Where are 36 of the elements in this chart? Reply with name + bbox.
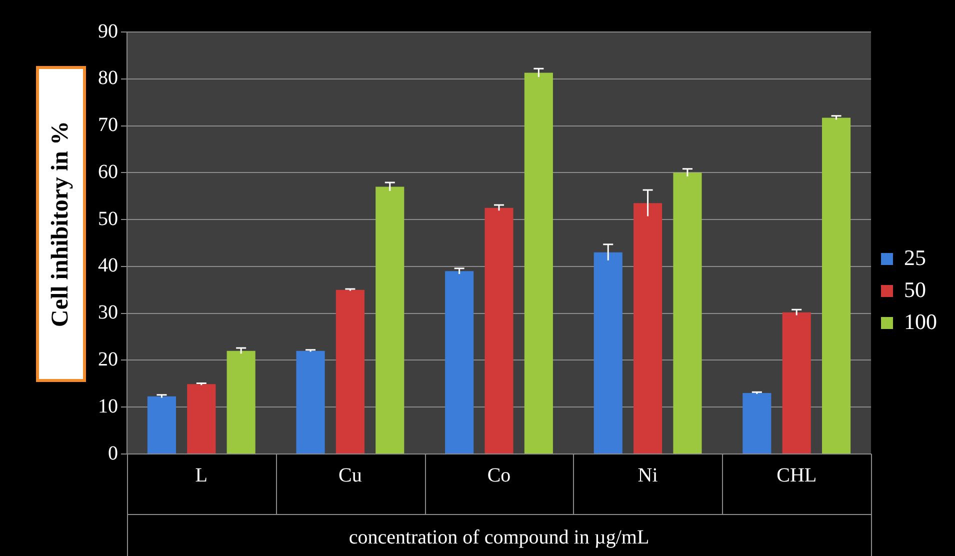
x-tick-label: CHL	[776, 464, 817, 486]
x-axis-title: concentration of compound in µg/mL	[348, 526, 650, 548]
y-tick-label: 90	[98, 20, 118, 42]
y-tick-label: 70	[98, 114, 118, 136]
x-tick-label: Co	[487, 464, 511, 486]
legend-label: 50	[904, 276, 926, 302]
bar	[296, 350, 325, 454]
x-tick-label: Ni	[638, 464, 658, 486]
y-axis-title: Cell inhibitory in %	[48, 120, 74, 328]
bar	[594, 252, 622, 454]
bar	[822, 118, 851, 454]
bar	[524, 72, 553, 454]
x-tick-label: L	[195, 464, 208, 486]
bar	[336, 290, 364, 454]
bar	[376, 186, 404, 454]
bar	[147, 396, 176, 454]
legend-label: 25	[904, 244, 926, 270]
y-tick-label: 30	[98, 302, 118, 324]
legend-label: 100	[904, 308, 937, 334]
bar	[782, 312, 811, 454]
y-tick-label: 80	[98, 67, 118, 90]
bar	[226, 350, 256, 454]
bar	[484, 208, 514, 454]
y-tick-label: 40	[98, 254, 118, 277]
y-tick-label: 50	[98, 208, 118, 230]
bar	[445, 271, 474, 454]
label-frame: Cell inhibitory in %	[36, 66, 86, 382]
x-tick-label: Cu	[338, 464, 362, 486]
y-tick-label: 0	[108, 442, 118, 464]
bar	[673, 172, 702, 454]
y-tick-label: 60	[98, 160, 118, 183]
bar	[187, 384, 216, 454]
y-tick-label: 20	[98, 348, 118, 370]
y-tick-label: 10	[98, 395, 118, 418]
bar	[634, 203, 662, 454]
bar	[742, 393, 772, 454]
